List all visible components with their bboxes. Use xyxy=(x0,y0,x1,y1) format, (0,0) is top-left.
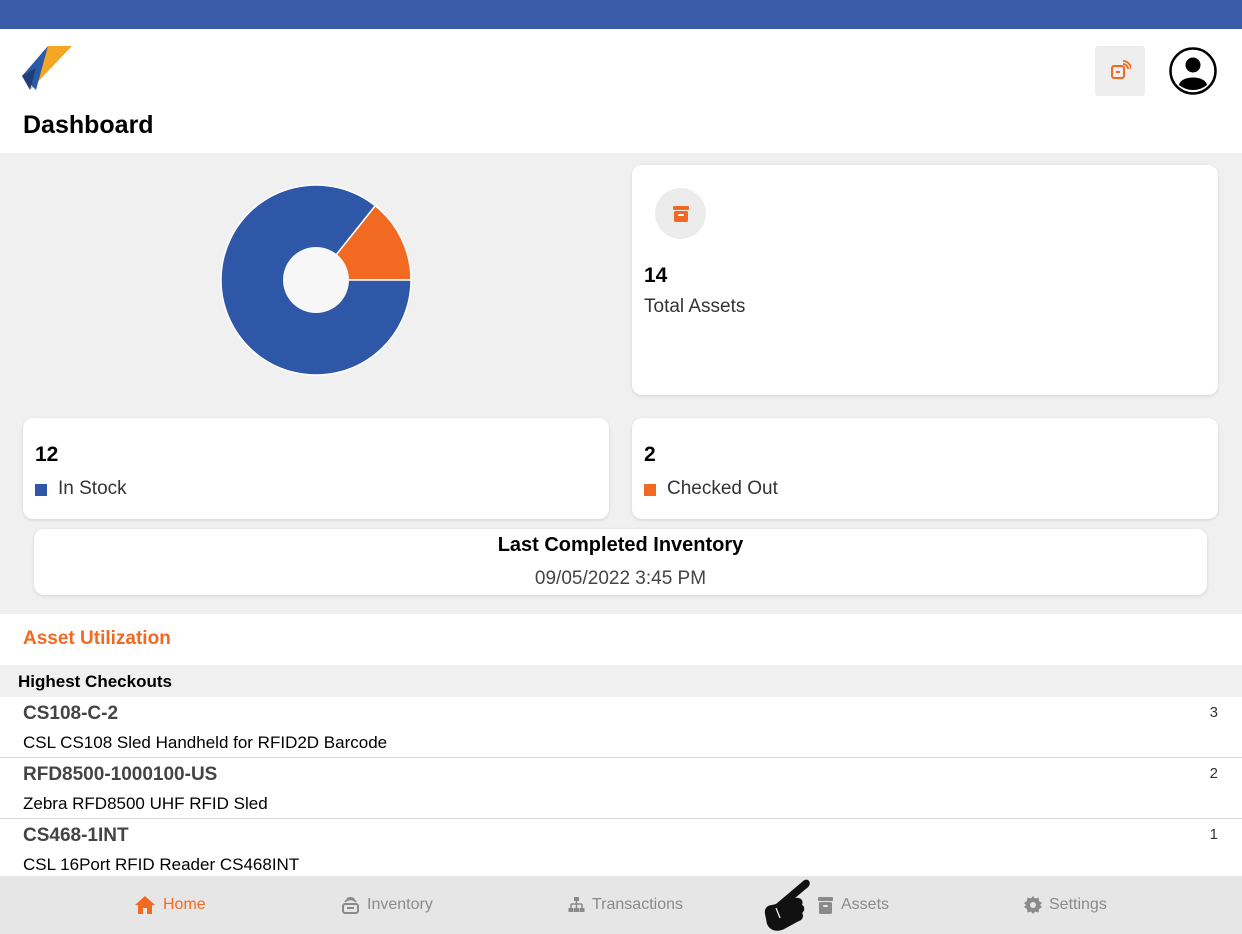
highest-checkouts-header: Highest Checkouts xyxy=(0,665,1242,697)
checkout-count: 2 xyxy=(1209,765,1218,782)
bottom-tab-bar: Home Inventory Transactions Assets xyxy=(0,876,1242,934)
asset-description: Zebra RFD8500 UHF RFID Sled xyxy=(23,794,268,813)
rfid-reader-icon xyxy=(1111,60,1131,79)
settings-icon xyxy=(1024,896,1042,914)
asset-id: CS468-1INT xyxy=(23,825,129,846)
asset-status-donut-chart xyxy=(220,184,412,376)
asset-box-icon xyxy=(672,205,689,222)
in-stock-legend-swatch xyxy=(35,484,47,496)
checked-out-value: 2 xyxy=(644,443,656,466)
donut-chart-svg xyxy=(220,184,412,376)
rfid-reader-button[interactable] xyxy=(1095,46,1145,96)
checkout-count: 1 xyxy=(1209,826,1218,843)
checked-out-label: Checked Out xyxy=(667,478,778,499)
asset-description: CSL CS108 Sled Handheld for RFID2D Barco… xyxy=(23,733,388,752)
tab-settings-label: Settings xyxy=(1049,896,1107,913)
last-inventory-title: Last Completed Inventory xyxy=(497,534,744,556)
tab-transactions-label: Transactions xyxy=(592,896,683,913)
profile-avatar-button[interactable] xyxy=(1169,47,1217,95)
tab-home-label: Home xyxy=(163,896,206,913)
tab-assets-label: Assets xyxy=(841,896,890,913)
checked-out-legend-swatch xyxy=(644,484,656,496)
last-inventory-date: 09/05/2022 3:45 PM xyxy=(534,568,707,589)
tab-inventory-label: Inventory xyxy=(367,896,433,913)
asset-utilization-title: Asset Utilization xyxy=(23,628,171,649)
dashboard-summary: 14 Total Assets 12 In Stock 2 Checked Ou… xyxy=(0,153,1242,614)
tab-home[interactable]: Home xyxy=(134,876,206,934)
pointer-hand-icon xyxy=(764,879,810,931)
list-item[interactable]: RFD8500-1000100-US Zebra RFD8500 UHF RFI… xyxy=(0,758,1242,819)
assets-icon xyxy=(818,896,833,914)
last-inventory-card: Last Completed Inventory 09/05/2022 3:45… xyxy=(34,529,1207,595)
in-stock-value: 12 xyxy=(35,443,59,466)
page-title: Dashboard xyxy=(23,111,154,139)
highest-checkouts-label: Highest Checkouts xyxy=(18,672,172,691)
tab-transactions[interactable]: Transactions xyxy=(568,876,683,934)
transactions-icon xyxy=(568,897,585,912)
asset-id: RFD8500-1000100-US xyxy=(23,764,218,785)
total-assets-card[interactable]: 14 Total Assets xyxy=(632,165,1218,395)
tab-settings[interactable]: Settings xyxy=(1024,876,1107,934)
app-logo xyxy=(22,46,72,90)
total-assets-label: Total Assets xyxy=(644,296,746,317)
asset-id: CS108-C-2 xyxy=(23,703,119,724)
list-item[interactable]: CS108-C-2 CSL CS108 Sled Handheld for RF… xyxy=(0,697,1242,758)
in-stock-label: In Stock xyxy=(58,478,127,499)
app-header: Dashboard xyxy=(0,29,1242,153)
inventory-icon xyxy=(342,896,359,914)
status-bar xyxy=(0,0,1242,29)
list-item[interactable]: CS468-1INT CSL 16Port RFID Reader CS468I… xyxy=(0,819,1242,880)
donut-hole xyxy=(283,247,349,313)
asset-box-icon-badge xyxy=(655,188,706,239)
total-assets-value: 14 xyxy=(644,264,668,287)
asset-description: CSL 16Port RFID Reader CS468INT xyxy=(23,855,300,874)
checkout-list: CS108-C-2 CSL CS108 Sled Handheld for RF… xyxy=(0,697,1242,880)
tab-assets[interactable]: Assets xyxy=(817,876,889,934)
checked-out-card[interactable]: 2 Checked Out xyxy=(632,418,1218,519)
in-stock-card[interactable]: 12 In Stock xyxy=(23,418,609,519)
checkout-count: 3 xyxy=(1209,704,1218,721)
tab-inventory[interactable]: Inventory xyxy=(341,876,433,934)
home-icon xyxy=(135,896,155,914)
